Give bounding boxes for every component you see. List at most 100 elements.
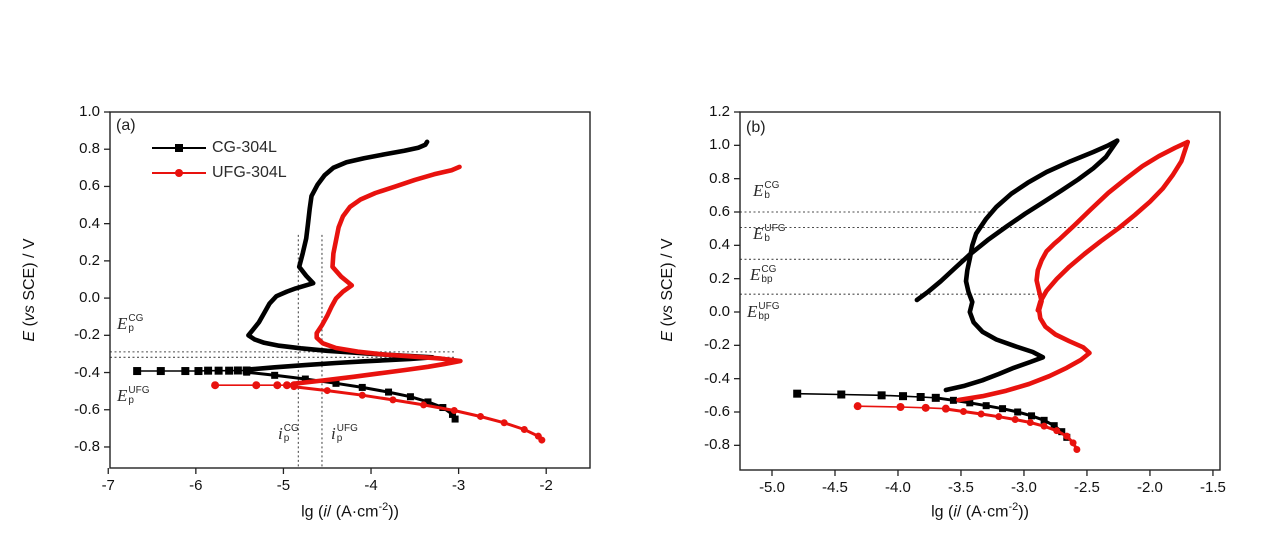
legend-swatch-cg bbox=[152, 143, 206, 153]
x-tick-label: -7 bbox=[101, 477, 115, 494]
square-marker-icon bbox=[181, 367, 190, 376]
circle-marker-icon bbox=[252, 381, 261, 390]
panel-b-y-axis-title: E (vs SCE) / V bbox=[659, 110, 677, 470]
square-marker-icon bbox=[175, 143, 183, 152]
x-tick-label: -3.5 bbox=[948, 479, 974, 496]
x-tick-label: -1.5 bbox=[1200, 479, 1226, 496]
square-marker-icon bbox=[156, 367, 165, 376]
y-tick-label: 1.2 bbox=[709, 103, 730, 120]
x-tick-label: -2.0 bbox=[1137, 479, 1163, 496]
circle-marker-icon bbox=[1011, 416, 1019, 423]
ufg-304l-ecorr-tail-curve bbox=[856, 405, 947, 410]
square-marker-icon bbox=[877, 391, 886, 400]
square-marker-icon bbox=[982, 402, 990, 410]
ufg-304l-anodic-curve bbox=[291, 164, 463, 387]
x-tick-label: -4.5 bbox=[822, 479, 848, 496]
y-tick-label: 0.0 bbox=[79, 289, 100, 307]
y-title-text: SCE) / V bbox=[21, 238, 38, 306]
circle-marker-icon bbox=[959, 408, 967, 415]
circle-marker-icon bbox=[175, 168, 183, 177]
square-marker-icon bbox=[793, 389, 802, 398]
y-tick-label: -0.2 bbox=[74, 326, 100, 344]
annotation-symbol: E bbox=[750, 265, 761, 284]
circle-marker-icon bbox=[1063, 432, 1071, 440]
annotation-subscript: p bbox=[336, 433, 343, 444]
annotation-supsub: UFG p bbox=[128, 386, 149, 406]
annotation-supsub: CG bp bbox=[761, 265, 776, 285]
y-tick-label: 0.6 bbox=[709, 203, 730, 220]
annotation-subscript: p bbox=[128, 323, 134, 334]
annotation-symbol: i bbox=[331, 424, 336, 443]
y-title-italic-vs: vs bbox=[659, 305, 676, 322]
square-marker-icon bbox=[949, 396, 957, 404]
circle-marker-icon bbox=[977, 410, 985, 418]
annotation-supsub: CG p bbox=[128, 314, 143, 334]
square-marker-icon bbox=[214, 366, 223, 375]
plot-frame bbox=[109, 111, 591, 469]
x-title-italic-i: i bbox=[953, 503, 957, 521]
square-marker-icon bbox=[1014, 408, 1022, 416]
annotation-supsub: UFG bp bbox=[758, 302, 779, 322]
annotation-supsub: UFG p bbox=[337, 424, 358, 444]
square-marker-icon bbox=[1028, 412, 1036, 420]
circle-marker-icon bbox=[520, 425, 528, 433]
legend-label: CG-304L bbox=[212, 138, 277, 156]
x-tick-label: -3.0 bbox=[1011, 479, 1037, 496]
annotation-superscript: UFG bbox=[758, 301, 780, 312]
square-marker-icon bbox=[133, 367, 142, 376]
square-marker-icon bbox=[271, 371, 279, 379]
y-title-text: ( bbox=[659, 321, 676, 331]
x-title-text: )) bbox=[1018, 503, 1029, 521]
annotation-label: E CG bp bbox=[750, 265, 776, 285]
square-marker-icon bbox=[448, 410, 456, 418]
x-title-exponent: -2 bbox=[378, 501, 389, 513]
square-marker-icon bbox=[204, 366, 213, 375]
circle-marker-icon bbox=[538, 436, 546, 444]
annotation-supsub: CG b bbox=[764, 181, 779, 201]
square-marker-icon bbox=[1040, 416, 1048, 424]
plot-frame bbox=[739, 111, 1221, 471]
annotation-label: E CG p bbox=[117, 314, 143, 334]
square-marker-icon bbox=[225, 366, 234, 375]
y-title-text: ( bbox=[21, 321, 38, 331]
square-marker-icon bbox=[837, 390, 846, 399]
annotation-superscript: CG bbox=[128, 313, 144, 324]
circle-marker-icon bbox=[323, 387, 331, 395]
x-tick-label: -2.5 bbox=[1074, 479, 1100, 496]
square-marker-icon bbox=[385, 388, 393, 396]
annotation-symbol: i bbox=[278, 424, 283, 443]
panel-a-x-axis-title: lg (i/ (A·cm-2)) bbox=[110, 501, 590, 521]
square-marker-icon bbox=[332, 379, 340, 387]
legend-label: UFG-304L bbox=[212, 163, 287, 181]
y-tick-label: 0.6 bbox=[79, 177, 100, 195]
circle-marker-icon bbox=[921, 403, 930, 412]
circle-marker-icon bbox=[358, 391, 366, 399]
x-tick-label: -5.0 bbox=[759, 479, 785, 496]
annotation-symbol: E bbox=[747, 302, 758, 321]
square-marker-icon bbox=[451, 415, 459, 423]
annotation-symbol: E bbox=[117, 386, 128, 405]
square-marker-icon bbox=[233, 366, 242, 375]
panel-a-y-axis-title: E (vs SCE) / V bbox=[21, 110, 39, 470]
legend-swatch-ufg bbox=[152, 168, 206, 178]
circle-marker-icon bbox=[389, 396, 397, 404]
circle-marker-icon bbox=[1069, 439, 1077, 447]
annotation-superscript: UFG bbox=[336, 423, 358, 434]
legend-item-cg: CG-304L bbox=[152, 135, 287, 160]
ufg-304l-anodic-forward-curve bbox=[956, 139, 1190, 403]
y-tick-label: -0.4 bbox=[74, 363, 100, 381]
square-marker-icon bbox=[916, 393, 925, 401]
y-tick-label: -0.8 bbox=[704, 436, 730, 454]
circle-marker-icon bbox=[211, 381, 220, 390]
annotation-subscript: p bbox=[128, 395, 134, 406]
circle-marker-icon bbox=[853, 402, 862, 411]
x-tick-label: -2 bbox=[539, 477, 553, 494]
square-marker-icon bbox=[358, 383, 366, 391]
y-tick-label: 0.8 bbox=[79, 140, 100, 158]
annotation-subscript: b bbox=[764, 233, 770, 244]
annotation-label: E CG b bbox=[753, 181, 779, 201]
y-tick-label: 0.2 bbox=[79, 251, 100, 269]
y-title-italic-vs: vs bbox=[21, 305, 38, 322]
